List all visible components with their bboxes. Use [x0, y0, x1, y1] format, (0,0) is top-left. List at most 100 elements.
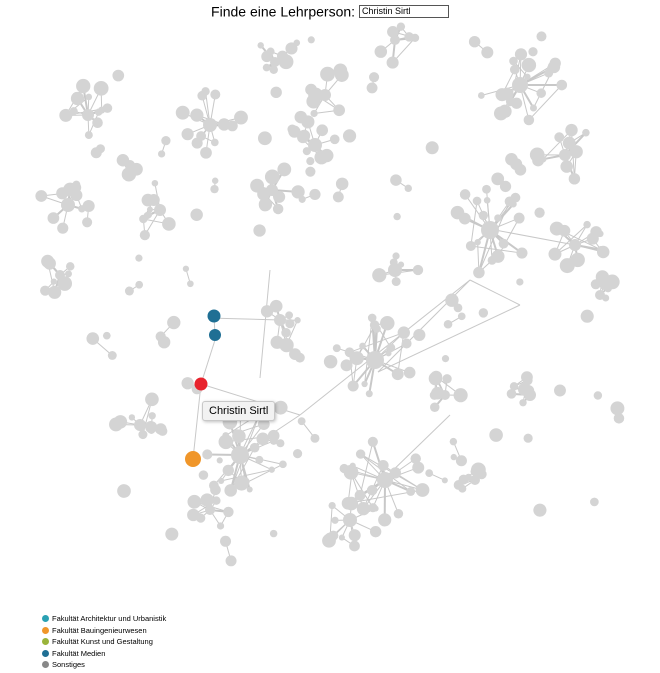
graph-node[interactable] [529, 104, 537, 112]
graph-node[interactable] [596, 230, 604, 238]
graph-node[interactable] [596, 245, 610, 259]
graph-node[interactable] [69, 107, 78, 116]
graph-node[interactable] [428, 371, 443, 386]
graph-node[interactable] [350, 353, 361, 364]
graph-node[interactable] [349, 540, 360, 552]
graph-node[interactable] [162, 217, 176, 231]
graph-node[interactable] [373, 324, 381, 333]
graph-node[interactable] [459, 189, 471, 200]
graph-node[interactable] [510, 97, 523, 109]
graph-node[interactable] [40, 285, 51, 296]
graph-node[interactable] [604, 274, 620, 290]
graph-node[interactable] [59, 108, 73, 122]
graph-node[interactable] [261, 200, 271, 210]
graph-node[interactable] [241, 477, 250, 486]
graph-node[interactable] [274, 314, 286, 326]
graph-node[interactable] [147, 426, 156, 434]
graph-node[interactable] [528, 47, 538, 57]
graph-node[interactable] [297, 417, 306, 426]
graph-node[interactable] [145, 392, 159, 407]
graph-node[interactable] [498, 238, 509, 249]
graph-node[interactable] [225, 555, 237, 567]
graph-node[interactable] [294, 316, 301, 324]
graph-node[interactable] [389, 467, 402, 479]
graph-node[interactable] [498, 104, 512, 119]
graph-node[interactable] [256, 432, 270, 446]
graph-node[interactable] [203, 118, 217, 132]
graph-node[interactable] [76, 78, 91, 94]
graph-node[interactable] [569, 239, 581, 251]
graph-node[interactable] [335, 177, 349, 191]
graph-node[interactable] [211, 177, 219, 185]
graph-node[interactable] [218, 434, 234, 450]
graph-node[interactable] [472, 196, 482, 206]
graph-node[interactable] [146, 206, 153, 213]
graph-node[interactable] [465, 240, 476, 251]
graph-node[interactable] [161, 136, 171, 146]
graph-node[interactable] [269, 436, 278, 445]
graph-node[interactable] [272, 203, 284, 215]
graph-node[interactable] [391, 277, 401, 287]
graph-node[interactable] [93, 80, 109, 96]
graph-node[interactable] [415, 483, 430, 497]
graph-node[interactable] [499, 180, 512, 193]
graph-node[interactable] [287, 124, 298, 135]
graph-node[interactable] [65, 270, 72, 278]
graph-node[interactable] [310, 433, 320, 443]
graph-node[interactable] [257, 187, 271, 201]
graph-node[interactable] [285, 311, 294, 320]
graph-node[interactable] [132, 166, 141, 175]
graph-node[interactable] [489, 428, 503, 442]
graph-node[interactable] [182, 265, 190, 272]
graph-node[interactable] [310, 98, 319, 107]
graph-node[interactable] [366, 351, 384, 369]
graph-node[interactable] [590, 497, 599, 507]
graph-node[interactable] [453, 388, 468, 403]
graph-node[interactable] [478, 308, 489, 318]
graph-node[interactable] [135, 280, 144, 289]
graph-node[interactable] [154, 204, 166, 216]
graph-node[interactable] [217, 118, 231, 131]
graph-node[interactable] [187, 494, 202, 509]
graph-node[interactable] [582, 128, 590, 137]
graph-node[interactable] [328, 501, 336, 510]
graph-node[interactable] [532, 154, 544, 167]
graph-node[interactable] [151, 179, 159, 187]
graph-node[interactable] [196, 131, 207, 142]
graph-node[interactable] [468, 36, 481, 48]
graph-node[interactable] [234, 110, 248, 125]
graph-node[interactable] [521, 57, 537, 73]
graph-node[interactable] [453, 303, 463, 313]
graph-node[interactable] [523, 385, 535, 397]
graph-node[interactable] [145, 211, 153, 219]
graph-node[interactable] [264, 169, 280, 185]
graph-node[interactable] [257, 131, 272, 146]
graph-node[interactable] [298, 195, 306, 203]
graph-node[interactable] [453, 480, 464, 490]
graph-node[interactable] [441, 477, 448, 484]
graph-node[interactable] [216, 522, 225, 530]
graph-node[interactable] [92, 117, 103, 129]
graph-node[interactable] [369, 525, 382, 538]
medien-node[interactable] [209, 329, 221, 341]
graph-node[interactable] [367, 436, 378, 447]
graph-node[interactable] [281, 327, 291, 338]
graph-node[interactable] [361, 380, 368, 388]
graph-node[interactable] [494, 214, 502, 222]
graph-node[interactable] [339, 463, 349, 474]
graph-node[interactable] [393, 212, 401, 221]
graph-node[interactable] [289, 348, 301, 361]
graph-node[interactable] [232, 429, 246, 443]
graph-node[interactable] [445, 293, 459, 307]
graph-node[interactable] [50, 278, 57, 285]
graph-node[interactable] [117, 484, 131, 498]
graph-node[interactable] [102, 331, 111, 340]
graph-node[interactable] [309, 188, 321, 201]
graph-node[interactable] [491, 172, 505, 186]
graph-node[interactable] [333, 104, 346, 117]
graph-node[interactable] [560, 160, 573, 173]
graph-node[interactable] [569, 145, 583, 159]
graph-node[interactable] [487, 255, 497, 265]
graph-node[interactable] [187, 280, 194, 288]
graph-node[interactable] [365, 390, 373, 398]
